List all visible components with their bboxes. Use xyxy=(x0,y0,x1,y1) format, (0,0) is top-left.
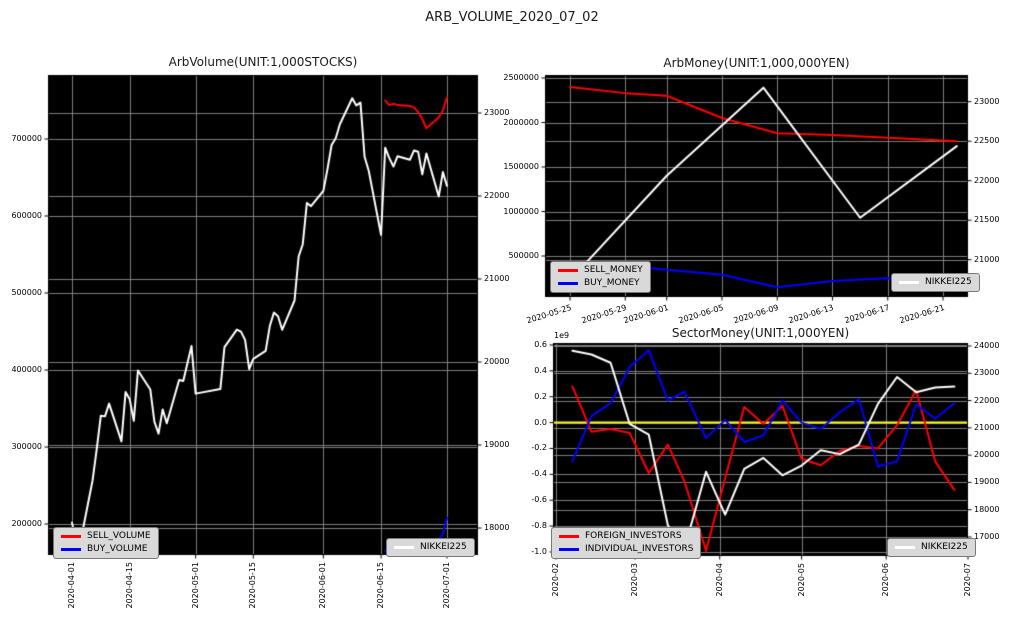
axis-offset-label: 1e9 xyxy=(554,331,570,340)
chart-title-arbvolume: ArbVolume(UNIT:1,000STOCKS) xyxy=(168,55,358,69)
figure-title: ARB_VOLUME_2020_07_02 xyxy=(425,10,599,25)
chart-title-sectormoney: SectorMoney(UNIT:1,000YEN) xyxy=(671,326,850,340)
chart-title-arbmoney: ArbMoney(UNIT:1,000,000YEN) xyxy=(663,56,850,70)
